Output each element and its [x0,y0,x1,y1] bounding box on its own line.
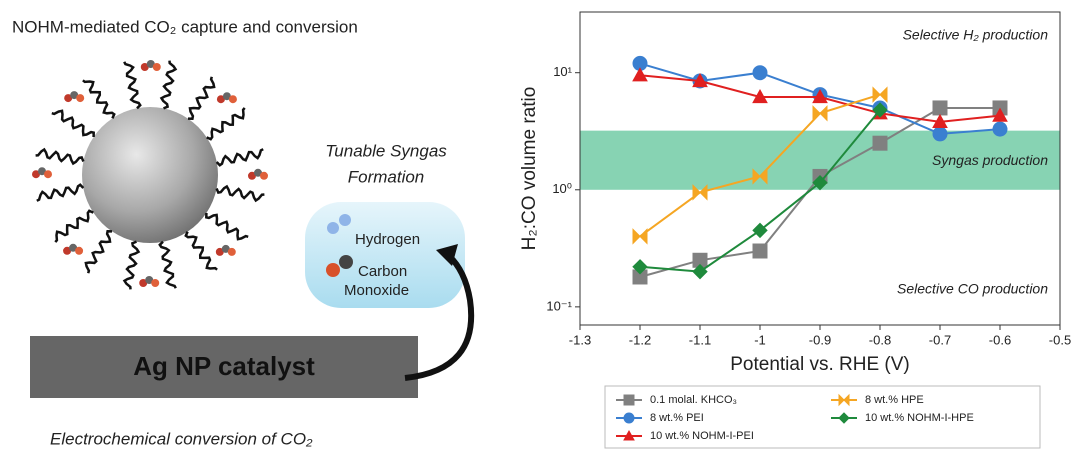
ligand [83,80,114,118]
x-tick-label: -0.5 [1049,332,1071,347]
c-atom [326,263,340,277]
ligand [160,242,176,289]
label: Hydrogen [355,231,420,248]
x-tick-label: -0.7 [929,332,951,347]
annotation: Selective CO production [897,280,1048,296]
legend-label: 10 wt.% NOHM-I-HPE [865,412,974,424]
diagram: NOHM-mediated CO₂ capture and conversion… [12,17,471,448]
legend-label: 0.1 molal. KHCO₃ [650,394,737,406]
marker [813,106,827,120]
ligand [217,149,264,165]
ligand [36,150,84,164]
ligand [162,61,176,109]
h2-atom [339,214,351,226]
ligand [124,62,140,109]
marker [633,229,647,243]
marker [633,68,647,81]
x-tick-label: -0.8 [869,332,891,347]
canvas: NOHM-mediated CO₂ capture and conversion… [0,0,1080,456]
molecule [76,94,84,102]
marker [624,413,634,423]
legend-label: 10 wt.% NOHM-I-PEI [650,430,754,442]
h2-atom [327,222,339,234]
x-tick-label: -1.3 [569,332,591,347]
x-axis-label: Potential vs. RHE (V) [730,354,910,375]
y-tick-label: 10⁻¹ [546,298,572,313]
legend: 0.1 molal. KHCO₃ 8 wt.% PEI 10 wt.% NOHM-I… [605,386,1040,448]
x-tick-label: -0.6 [989,332,1011,347]
x-tick-label: -0.9 [809,332,831,347]
ligand [55,211,93,242]
molecule [229,95,237,103]
marker [873,136,887,150]
marker [933,127,947,141]
annotation: Syngas production [932,152,1048,168]
y-axis-label: H₂:CO volume ratio [519,87,540,251]
label: Ag NP catalyst [133,351,315,381]
y-tick-label: 10¹ [553,64,572,79]
ligand [86,231,112,273]
legend-label: 8 wt.% HPE [865,394,924,406]
x-tick-label: -1.1 [689,332,711,347]
label: Tunable Syngas [325,141,447,160]
molecule [44,170,52,178]
label: Carbon [358,263,407,280]
ligand [125,242,139,290]
ligand [206,213,248,239]
marker [873,88,887,102]
marker [753,66,767,80]
ligand [207,108,245,139]
ligand [186,232,217,270]
label: Formation [348,167,425,186]
y-tick-label: 10⁰ [552,181,572,196]
marker [933,101,947,115]
x-tick-label: -1 [754,332,766,347]
chart: -1.3 -1.2 -1.1 -1 -0.9 -0.8 -0.7 -0.6 -0.5 10⁻¹ 10… [519,12,1071,375]
x-tick-label: -1.2 [629,332,651,347]
caption: Electrochemical conversion of CO₂ [50,429,313,448]
ligand [217,187,265,201]
ligand [188,77,214,119]
ligand [37,185,84,201]
molecule [228,248,236,256]
diagram-title: NOHM-mediated CO₂ capture and conversion [12,17,358,36]
molecule [151,279,159,287]
nanoparticle [82,107,218,243]
annotation: Selective H₂ production [903,27,1049,43]
ligand [52,111,94,137]
marker [993,122,1007,136]
molecule [75,247,83,255]
figure: NOHM-mediated CO₂ capture and conversion… [0,0,1080,456]
legend-label: 8 wt.% PEI [650,412,704,424]
molecule [260,172,268,180]
marker [624,395,634,405]
molecule [153,63,161,71]
label: Monoxide [344,282,409,299]
o-atom [339,255,353,269]
marker [753,244,767,258]
